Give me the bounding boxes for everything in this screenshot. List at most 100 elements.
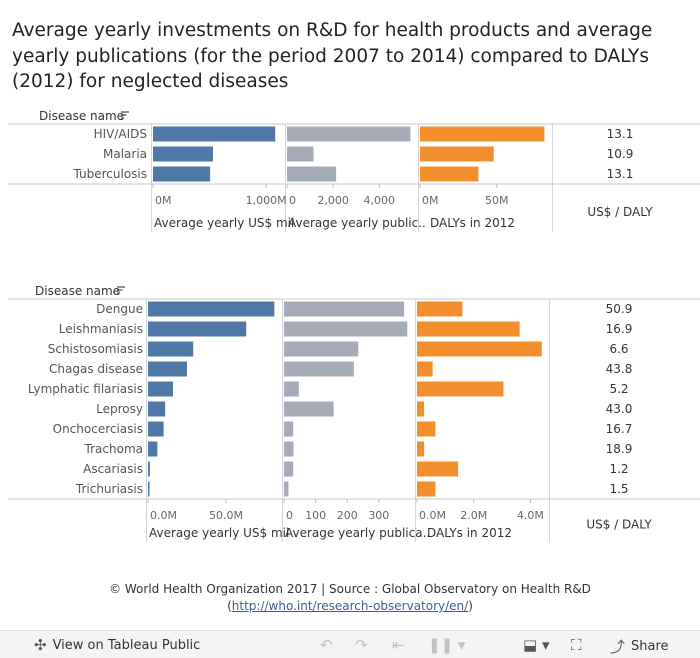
footer-source-link[interactable]: http://who.int/research-observatory/en/ <box>231 599 469 613</box>
chart2-bar-investment <box>148 321 247 337</box>
tableau-logo-icon: ✣ <box>34 636 47 654</box>
undo-icon[interactable]: ↶ <box>320 636 333 654</box>
chart2-bar-investment <box>148 401 166 417</box>
chart2-bar-dalys <box>417 421 436 437</box>
footer-link-line: (http://who.int/research-observatory/en/… <box>0 599 700 613</box>
chart2-category-label: Dengue <box>96 302 143 316</box>
chart2-axis-title: DALYs in 2012 <box>427 526 512 540</box>
share-button[interactable]: ⤴ Share <box>610 636 669 657</box>
footer-credit: © World Health Organization 2017 | Sourc… <box>109 582 591 596</box>
chart2-category-label: Lymphatic filariasis <box>28 382 143 396</box>
chart1-tick-label: 0 <box>289 194 296 207</box>
chart1-bar-publications <box>287 126 411 142</box>
chart1-tick-label: 50M <box>485 194 509 207</box>
chart2-tick-label: 0 <box>286 509 293 522</box>
pause-icon[interactable]: ❚❚ ▾ <box>428 636 466 654</box>
share-label: Share <box>631 639 669 654</box>
tableau-toolbar: ✣ View on Tableau Public ↶ ↷ ⇤ ❚❚ ▾ ⬓ ▾ … <box>0 630 700 658</box>
chart2-category-label: Onchocerciasis <box>53 422 143 436</box>
chart2-bar-publications <box>284 401 334 417</box>
chart2-ratio-label: 1.5 <box>609 482 628 496</box>
chart2-bar-publications <box>284 481 289 497</box>
chart1-ratio-label: 10.9 <box>607 147 634 161</box>
chart2-bar-investment <box>148 421 164 437</box>
chart2-ratio-label: 50.9 <box>606 302 633 316</box>
chart2-bar-publications <box>284 341 359 357</box>
chart2-ratio-label: 5.2 <box>609 382 628 396</box>
chart2-bar-investment <box>148 301 275 317</box>
chart1-tick-label: 4,000 <box>364 194 396 207</box>
dashboard-charts: Disease name HIV/AIDS Malaria Tuberculosis 0… <box>8 109 700 542</box>
chart2-bar-investment <box>148 341 194 357</box>
chart2-tick-label: 0.0M <box>150 509 177 522</box>
chart1-tick-label: 1,000M <box>246 194 287 207</box>
chart2-ratio-label: 16.7 <box>606 422 633 436</box>
chart2-axis-title: Average yearly publica.. <box>285 526 430 540</box>
download-icon[interactable]: ⬓ ▾ <box>523 636 550 654</box>
chart1-ratio-header: US$ / DALY <box>587 205 653 219</box>
chart1-bar-publications <box>287 166 337 182</box>
chart2-bar-publications <box>284 361 354 377</box>
chart2-bar-dalys <box>417 461 459 477</box>
chart1-axis-title: Average yearly US$ mil <box>154 216 294 230</box>
chart2-ratio-label: 43.0 <box>606 402 633 416</box>
chart2-bar-investment <box>148 361 187 377</box>
chart2-bar-publications <box>284 461 294 477</box>
chart2-bar-dalys <box>417 301 463 317</box>
chart2-row-header: Disease name <box>35 284 120 298</box>
revert-icon[interactable]: ⇤ <box>392 636 405 654</box>
chart2-tick-label: 50.0M <box>209 509 243 522</box>
chart2-ratio-label: 6.6 <box>609 342 628 356</box>
chart2-bar-investment <box>148 441 158 457</box>
chart2-bar-investment <box>148 381 173 397</box>
redo-icon[interactable]: ↷ <box>355 636 368 654</box>
chart1-axis-title: DALYs in 2012 <box>430 216 515 230</box>
chart2-bar-dalys <box>417 441 425 457</box>
chart2-bar-dalys <box>417 361 433 377</box>
chart1-tick-label: 2,000 <box>317 194 349 207</box>
page-title: Average yearly investments on R&D for he… <box>12 20 653 92</box>
chart2-bar-publications <box>284 421 294 437</box>
chart2-ratio-label: 1.2 <box>609 462 628 476</box>
chart1-row-header: Disease name <box>39 109 124 123</box>
chart1-ratio-label: 13.1 <box>607 127 634 141</box>
fullscreen-icon[interactable]: ⛶ <box>571 636 582 654</box>
chart2-category-label: Leprosy <box>96 402 143 416</box>
view-on-tableau-label: View on Tableau Public <box>52 637 201 653</box>
chart2-category-label: Leishmaniasis <box>59 322 143 336</box>
chart2-tick-label: 100 <box>305 509 326 522</box>
chart1-bar-investment <box>153 146 213 162</box>
chart2-ratio-label: 18.9 <box>606 442 633 456</box>
chart2-bar-publications <box>284 381 299 397</box>
chart2-tick-label: 4.0M <box>517 509 544 522</box>
chart2-tick-label: 0.0M <box>419 509 446 522</box>
chart2-bar-investment <box>148 461 150 477</box>
chart2-ratio-label: 16.9 <box>606 322 633 336</box>
share-icon: ⤴ <box>610 638 626 656</box>
chart1-bar-dalys <box>420 126 545 142</box>
chart2-axis-title: Average yearly US$ mil <box>149 526 289 540</box>
chart1-tick-label: 0M <box>155 194 172 207</box>
chart2-bar-dalys <box>417 341 542 357</box>
view-on-tableau-button[interactable]: ✣ View on Tableau Public <box>34 636 200 654</box>
chart1-ratio-label: 13.1 <box>607 167 634 181</box>
chart2-bar-publications <box>284 321 408 337</box>
chart2-category-label: Trachoma <box>84 442 143 456</box>
chart2-category-label: Schistosomiasis <box>48 342 143 356</box>
footer-link-prefix: ( <box>227 599 232 613</box>
chart2-bar-dalys <box>417 481 436 497</box>
chart2-category-label: Ascariasis <box>83 462 143 476</box>
chart2-ratio-label: 43.8 <box>606 362 633 376</box>
chart2-bar-investment <box>148 481 150 497</box>
chart2-bar-dalys <box>417 321 520 337</box>
chart2-category-label: Trichuriasis <box>75 482 143 496</box>
chart2-tick-label: 200 <box>337 509 358 522</box>
footer-link-suffix: ) <box>468 599 473 613</box>
chart2-bar-dalys <box>417 381 504 397</box>
chart2-tick-label: 300 <box>368 509 389 522</box>
chart1-axis-title: Average yearly public.. <box>288 216 426 230</box>
chart2-category-label: Chagas disease <box>49 362 143 376</box>
chart2-bar-publications <box>284 441 294 457</box>
chart1-category-label: Tuberculosis <box>73 167 148 181</box>
footer: © World Health Organization 2017 | Sourc… <box>0 582 700 613</box>
